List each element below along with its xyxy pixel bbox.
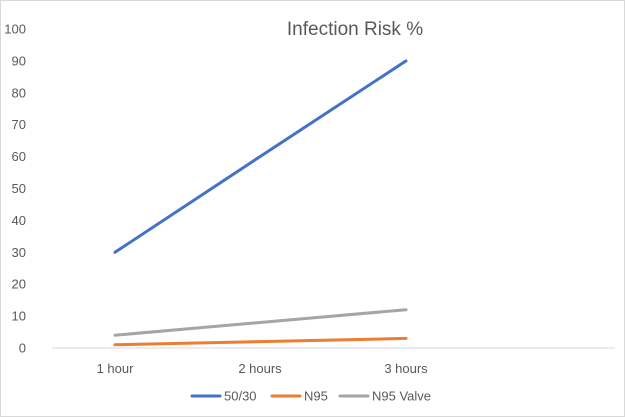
- y-tick-label: 50: [12, 181, 26, 196]
- series-line-2: [113, 308, 408, 337]
- x-tick-label: 1 hour: [97, 361, 135, 376]
- y-tick-label: 90: [12, 53, 26, 68]
- legend-item: N95 Valve: [338, 389, 431, 404]
- y-tick-label: 30: [12, 245, 26, 260]
- legend-item: 50/30: [190, 389, 257, 404]
- legend-label: N95 Valve: [372, 389, 431, 404]
- x-tick-label: 3 hours: [384, 361, 428, 376]
- series-line-1: [113, 336, 408, 347]
- series-line-0: [113, 59, 408, 254]
- chart-title: Infection Risk %: [287, 19, 423, 40]
- y-tick-label: 10: [12, 309, 26, 324]
- legend-label: N95: [304, 389, 328, 404]
- plot-area: [113, 59, 408, 347]
- y-axis: 0 10 20 30 40 50 60 70 80 90 100: [4, 22, 26, 356]
- legend-label: 50/30: [224, 389, 257, 404]
- y-tick-label: 80: [12, 85, 26, 100]
- x-tick-label: 2 hours: [238, 361, 282, 376]
- y-tick-label: 20: [12, 277, 26, 292]
- legend-item: N95: [270, 389, 328, 404]
- x-axis: 1 hour 2 hours 3 hours: [97, 361, 429, 376]
- y-tick-label: 0: [19, 341, 26, 356]
- y-tick-label: 40: [12, 213, 26, 228]
- legend: 50/30 N95 N95 Valve: [190, 389, 431, 404]
- y-tick-label: 70: [12, 117, 26, 132]
- y-tick-label: 100: [4, 22, 26, 37]
- y-tick-label: 60: [12, 149, 26, 164]
